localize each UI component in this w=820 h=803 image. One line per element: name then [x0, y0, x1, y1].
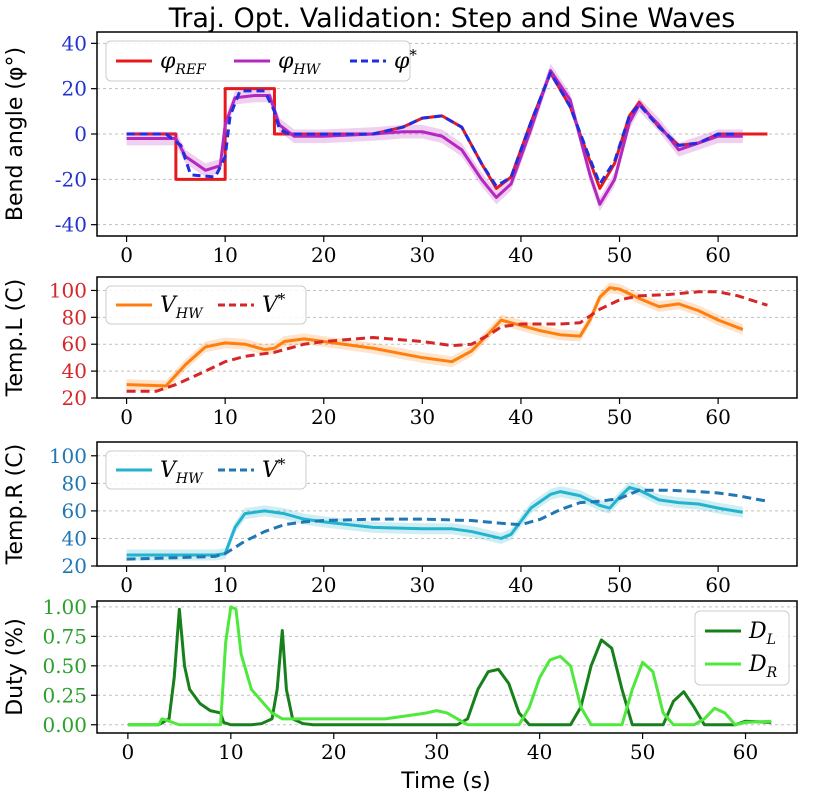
x-tick-label: 30 [410, 573, 435, 597]
x-tick-label: 0 [120, 405, 133, 429]
x-tick-label: 50 [607, 243, 632, 267]
legend-box [105, 285, 307, 325]
y-tick-label: 0 [74, 122, 87, 146]
y-axis-label: Bend angle (φ°) [3, 47, 28, 221]
x-tick-label: 20 [311, 243, 336, 267]
series-line-2 [126, 71, 738, 188]
series-line-0 [126, 485, 744, 557]
legend-label: DR [748, 652, 778, 681]
x-tick-label: 0 [120, 573, 133, 597]
x-tick-label: 20 [321, 740, 346, 764]
y-tick-label: 0.25 [42, 683, 87, 707]
y-axis-label: Temp.L (C) [3, 279, 28, 397]
series-line-1 [126, 488, 768, 561]
y-tick-label: 40 [62, 526, 87, 550]
x-tick-label: 60 [705, 405, 730, 429]
legend-label: φHW [278, 49, 322, 78]
y-tick-label: 0.50 [42, 654, 87, 678]
panel-tl: 0 10 20 30 40 50 60 20 40 60 80 100 Temp.L (C) VHW V* [3, 276, 798, 429]
x-tick-label: 30 [410, 243, 435, 267]
legend: φREF φHW φ* [105, 40, 417, 82]
series-line-0 [126, 286, 744, 388]
panel-bend: 0 10 20 30 40 50 60 -40 -20 0 20 40 Bend angle (φ°) φ… [3, 31, 798, 267]
legend-label: DL [748, 619, 776, 648]
y-tick-label: 20 [62, 77, 87, 101]
series-band-0 [126, 481, 743, 561]
x-tick-label: 30 [410, 405, 435, 429]
series-line-0 [126, 71, 768, 190]
x-tick-label: 50 [630, 740, 655, 764]
y-tick-label: 80 [62, 471, 87, 495]
x-tick-label: 0 [122, 740, 135, 764]
x-tick-label: 50 [607, 405, 632, 429]
legend-label: VHW [160, 293, 204, 322]
y-tick-label: 60 [62, 332, 87, 356]
y-tick-label: 40 [62, 31, 87, 55]
x-tick-label: 40 [508, 573, 533, 597]
plot-frame [96, 600, 798, 734]
series-line-1 [126, 69, 743, 206]
legend-label: VHW [160, 458, 204, 487]
y-axis-label: Temp.R (C) [3, 444, 28, 565]
y-tick-label: 0.00 [42, 713, 87, 737]
y-tick-label: 1.00 [42, 595, 87, 619]
x-tick-label: 20 [311, 573, 336, 597]
plot-frame [96, 441, 798, 567]
y-tick-label: 60 [62, 499, 87, 523]
x-tick-label: 0 [120, 243, 133, 267]
legend-label: φREF [160, 49, 207, 78]
x-tick-label: 50 [607, 573, 632, 597]
x-tick-label: 10 [218, 740, 243, 764]
x-tick-label: 30 [424, 740, 449, 764]
x-axis-label: Time (s) [400, 769, 490, 794]
x-tick-label: 20 [311, 405, 336, 429]
series-line-1 [126, 290, 768, 393]
legend-label: V* [262, 455, 286, 483]
series-band-1 [126, 63, 743, 212]
x-tick-label: 40 [527, 740, 552, 764]
x-tick-label: 60 [733, 740, 758, 764]
y-tick-label: 100 [49, 444, 87, 468]
y-tick-label: 20 [62, 386, 87, 410]
x-tick-label: 60 [705, 243, 730, 267]
x-tick-label: 40 [508, 405, 533, 429]
y-tick-label: 20 [62, 554, 87, 578]
legend: VHW V* [105, 285, 307, 325]
y-tick-label: -40 [55, 213, 87, 237]
x-tick-label: 10 [212, 573, 237, 597]
legend-box [105, 450, 307, 490]
plot-frame [96, 276, 798, 399]
series-line-1 [127, 605, 772, 727]
panel-tr: 0 10 20 30 40 50 60 20 40 60 80 100 Temp.R (C) VHW V* [3, 441, 798, 597]
x-tick-label: 60 [705, 573, 730, 597]
y-tick-label: 100 [49, 278, 87, 302]
y-tick-label: 0.75 [42, 624, 87, 648]
y-tick-label: 80 [62, 305, 87, 329]
x-tick-label: 10 [212, 243, 237, 267]
panel-duty: 0 10 20 30 40 50 60 0.00 0.25 0.50 0.75 1.00 Duty (%… [3, 595, 798, 764]
y-tick-label: -20 [55, 167, 87, 191]
y-tick-label: 40 [62, 359, 87, 383]
legend-label: φ* [394, 46, 417, 74]
y-axis-label: Duty (%) [3, 618, 28, 716]
legend: DL DR [694, 610, 790, 686]
x-tick-label: 10 [212, 405, 237, 429]
chart-title: Traj. Opt. Validation: Step and Sine Wav… [168, 3, 736, 34]
legend-label: V* [262, 290, 286, 318]
legend: VHW V* [105, 450, 307, 490]
x-tick-label: 40 [508, 243, 533, 267]
